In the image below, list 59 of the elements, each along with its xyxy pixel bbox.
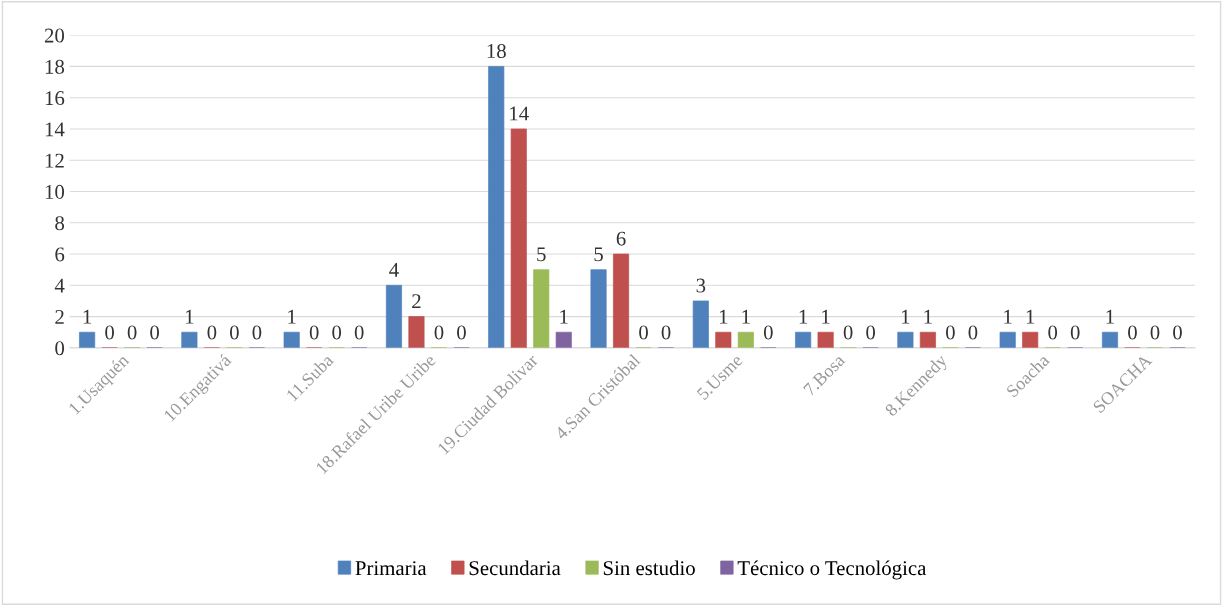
y-tick-label: 10 [45,184,65,199]
data-label: 5 [594,247,603,262]
data-label: 0 [1150,325,1160,340]
data-label: 1 [924,309,932,324]
legend-label: Técnico o Tecnológica [737,560,927,580]
data-label: 1 [186,309,194,324]
data-label: 1 [1004,309,1012,324]
legend-label: Sin estudio [603,560,695,576]
data-label: 0 [309,325,319,340]
y-tick-label: 4 [54,278,65,293]
data-label: 0 [1128,325,1137,340]
y-tick-label: 14 [45,122,65,137]
data-label: 0 [332,325,342,340]
data-label: 1 [1106,309,1114,324]
data-label: 18 [487,43,506,59]
data-label: 0 [207,325,217,340]
y-tick-label: 2 [55,310,64,324]
data-label: 1 [1026,309,1035,324]
data-label: 0 [843,325,853,340]
y-tick-label: 20 [44,28,65,43]
y-tick-label: 6 [55,247,65,262]
data-label: 0 [763,325,773,340]
data-label: 3 [696,278,706,293]
legend-label: Secundaria [469,560,561,576]
y-tick-label: 8 [55,216,65,231]
y-tick-label: 12 [45,153,64,168]
y-tick-label: 0 [55,341,65,356]
data-label: 1 [83,309,92,324]
data-label: 1 [902,309,910,324]
data-label: 1 [719,309,728,324]
data-label: 4 [389,262,399,277]
legend-label: Primaria [355,561,427,576]
data-label: 1 [560,309,568,324]
y-tick-label: 18 [45,59,65,74]
data-label: 0 [866,325,876,340]
data-label: 0 [1070,325,1080,340]
data-label: 1 [288,309,296,324]
data-label: 0 [1173,325,1182,340]
data-label: 1 [799,309,808,324]
data-label: 0 [354,325,364,340]
data-label: 0 [661,325,671,340]
data-label: 0 [968,325,978,340]
data-label: 0 [127,325,137,340]
data-label: 0 [639,325,648,340]
data-label: 0 [945,325,955,340]
data-label: 0 [105,325,115,340]
data-label: 14 [510,106,529,121]
data-label: 1 [822,309,830,324]
data-label: 1 [742,309,750,324]
data-label: 0 [150,325,160,340]
y-tick-label: 16 [45,91,65,106]
data-label: 2 [412,294,421,308]
data-label: 0 [252,325,262,340]
data-label: 5 [537,247,546,262]
data-label: 0 [1048,325,1058,340]
data-label: 6 [616,231,626,246]
data-label: 0 [434,325,444,340]
data-label: 0 [457,325,466,340]
data-label: 0 [229,325,239,340]
